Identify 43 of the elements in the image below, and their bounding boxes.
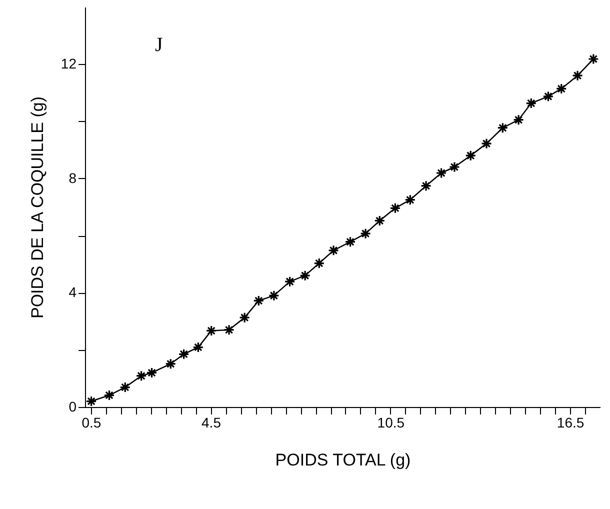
point (284, 276, 296, 288)
point (165, 358, 176, 370)
point (542, 90, 554, 102)
point (253, 295, 264, 306)
point (572, 70, 584, 82)
point (513, 114, 524, 126)
point (480, 138, 492, 150)
point (178, 348, 190, 360)
annotation: J (155, 34, 163, 56)
point (497, 122, 508, 134)
point (239, 312, 250, 324)
point (526, 98, 537, 109)
point (206, 325, 217, 336)
y-tick-label: 12 (60, 56, 77, 72)
point (390, 202, 401, 214)
y-axis-title: POIDS DE LA COQUILLE (g) (28, 96, 47, 319)
point (420, 180, 432, 192)
point (374, 215, 386, 226)
point (448, 161, 460, 173)
y-tick-label: 4 (68, 284, 77, 300)
point (192, 342, 204, 353)
y-tick-label: 0 (68, 398, 77, 414)
point (86, 396, 97, 407)
point (588, 53, 599, 65)
x-axis-title: POIDS TOTAL (g) (275, 450, 411, 470)
point (268, 290, 280, 302)
x-tick-label: 10.5 (377, 414, 405, 430)
x-tick-label: 4.5 (202, 414, 222, 430)
point (223, 324, 235, 336)
point (314, 258, 325, 269)
point (465, 150, 476, 162)
x-tick-label: 16.5 (556, 414, 584, 430)
y-tick-label: 8 (68, 170, 77, 186)
point (300, 270, 311, 282)
point (360, 228, 372, 240)
point (344, 236, 356, 248)
x-tick-label: 0.5 (82, 414, 102, 430)
point (404, 194, 416, 206)
point (556, 83, 567, 94)
point (328, 244, 340, 256)
point (104, 390, 115, 401)
point (436, 167, 447, 179)
point (120, 382, 131, 393)
